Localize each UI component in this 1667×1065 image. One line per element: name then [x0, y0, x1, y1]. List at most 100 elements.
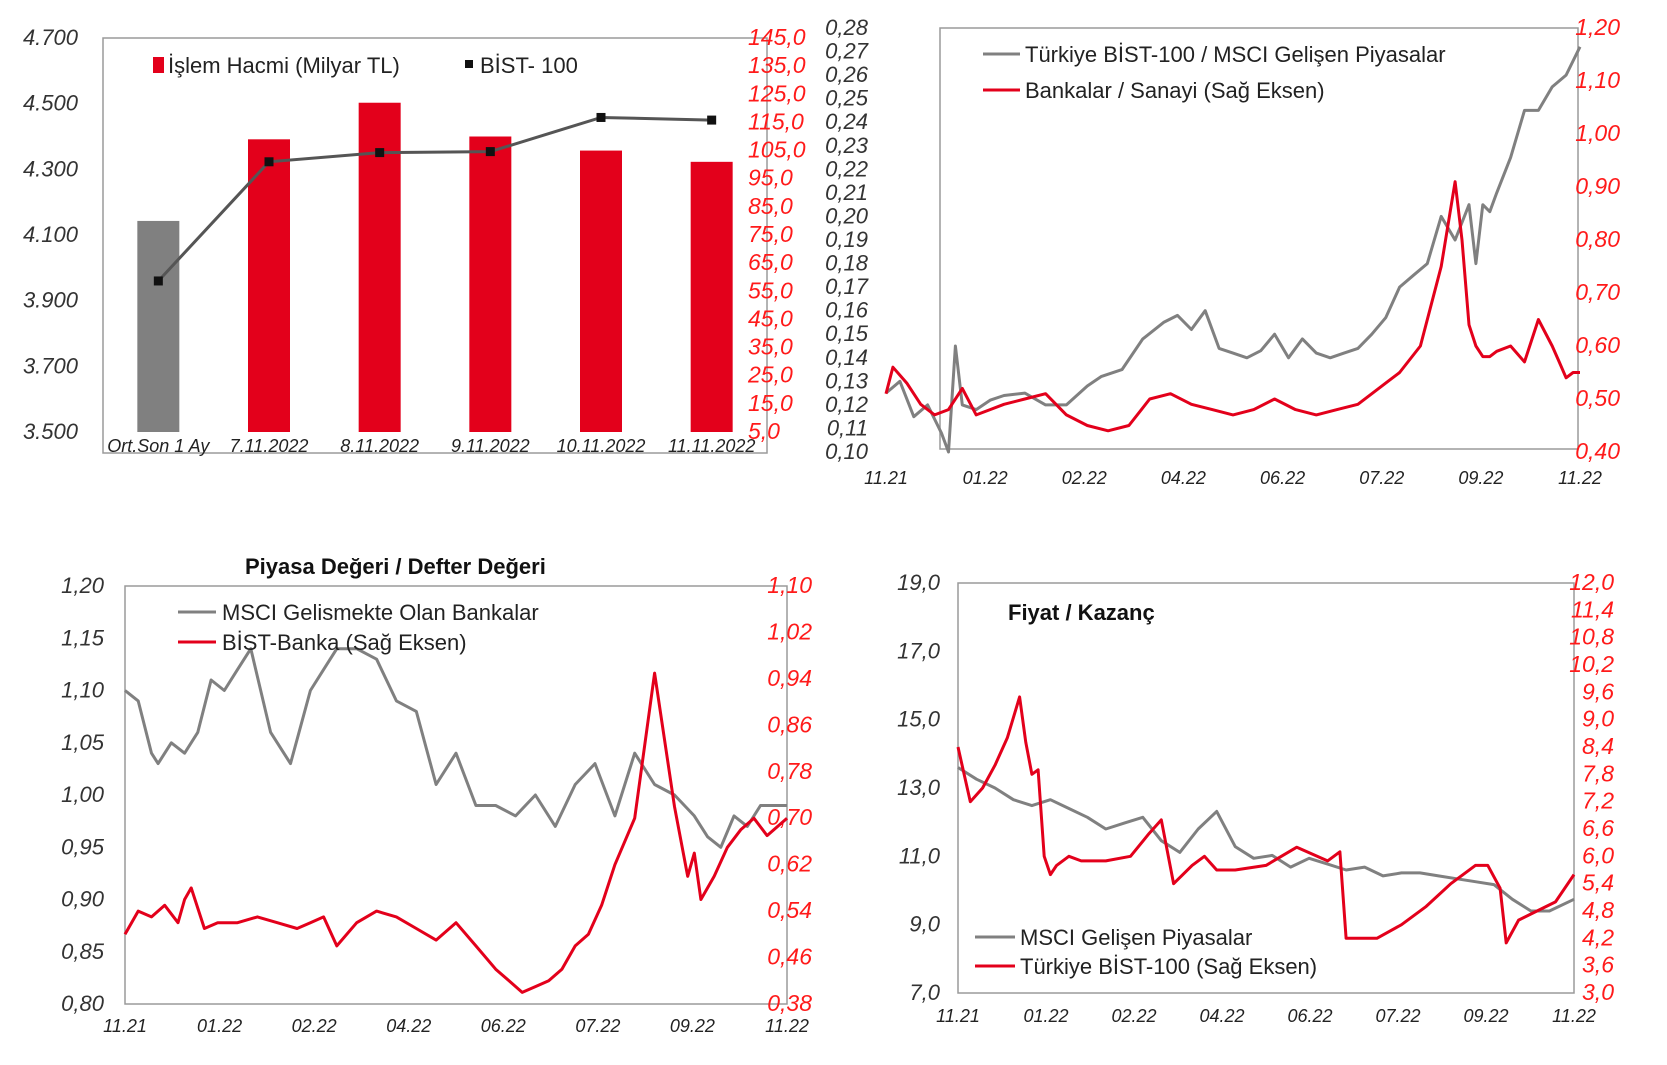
chart4-legend: MSCI Gelişen Piyasalar Türkiye BİST-100 … — [975, 925, 1317, 979]
legend-label-msci-em: MSCI Gelişen Piyasalar — [1020, 925, 1252, 950]
c2-right-tick-label: 0,50 — [1575, 385, 1620, 411]
c4-right-tick-label: 6,0 — [1582, 842, 1614, 868]
c3-x-tick-label: 07.22 — [575, 1016, 620, 1036]
x-category-label: 10.11.2022 — [557, 436, 646, 456]
x-category-label: 7.11.2022 — [230, 436, 309, 456]
c4-gray-series — [957, 766, 1575, 913]
c2-left-tick-label: 0,22 — [825, 156, 868, 181]
c4-right-tick-label: 9,0 — [1582, 706, 1614, 732]
c3-left-tick-label: 1,15 — [61, 625, 105, 650]
chart4-title: Fiyat / Kazanç — [1008, 600, 1155, 625]
c2-left-tick-label: 0,25 — [825, 86, 869, 111]
c2-left-tick-label: 0,28 — [825, 15, 869, 40]
c4-right-tick-label: 7,2 — [1582, 788, 1614, 814]
c2-left-tick-label: 0,24 — [825, 109, 868, 134]
c4-right-tick-label: 4,2 — [1582, 924, 1614, 950]
c2-right-tick-label: 0,90 — [1575, 173, 1620, 199]
chart1-right-tick-label: 45,0 — [748, 305, 793, 331]
c3-right-tick-label: 0,70 — [767, 804, 812, 830]
c2-x-tick-label: 04.22 — [1161, 468, 1206, 488]
chart1-right-tick-label: 55,0 — [748, 277, 793, 303]
legend-label-volume: İşlem Hacmi (Milyar TL) — [168, 53, 400, 78]
volume-bar — [248, 139, 290, 433]
c2-left-tick-label: 0,18 — [825, 251, 869, 276]
chart1-right-tick-label: 5,0 — [748, 418, 780, 444]
chart2-legend: Türkiye BİST-100 / MSCI Gelişen Piyasala… — [983, 42, 1446, 103]
c3-left-tick-label: 0,90 — [61, 887, 105, 912]
c3-right-tick-label: 0,46 — [767, 944, 812, 970]
c3-x-tick-label: 09.22 — [670, 1016, 715, 1036]
c2-x-tick-label: 06.22 — [1260, 468, 1305, 488]
c2-gray-series — [885, 46, 1582, 454]
pb-ratio-chart: Piyasa Değeri / Defter Değeri 0,80 0,85 0,… — [61, 554, 812, 1036]
c4-left-tick-label: 19,0 — [897, 570, 941, 595]
legend-label-bist-msci: Türkiye BİST-100 / MSCI Gelişen Piyasala… — [1025, 42, 1446, 67]
bist100-point — [264, 157, 274, 167]
chart1-left-tick-label: 3.700 — [23, 353, 79, 378]
c3-left-tick-label: 1,10 — [61, 678, 105, 703]
volume-bar — [137, 220, 180, 432]
c2-left-tick-label: 0,17 — [825, 274, 869, 299]
c4-left-tick-label: 11,0 — [899, 843, 941, 868]
chart1-frame — [102, 37, 768, 454]
c3-left-tick-label: 0,85 — [61, 939, 105, 964]
x-category-label: 11.11.2022 — [668, 436, 755, 456]
c4-right-tick-label: 9,6 — [1582, 678, 1614, 704]
chart1-right-tick-label: 105,0 — [748, 137, 806, 163]
chart1-right-tick-label: 35,0 — [748, 334, 793, 360]
chart1-left-tick-label: 4.700 — [23, 25, 79, 50]
c3-gray-series — [124, 647, 787, 849]
c4-left-tick-label: 9,0 — [909, 912, 940, 937]
chart1-right-tick-label: 15,0 — [748, 390, 793, 416]
c4-right-tick-label: 3,0 — [1582, 979, 1614, 1005]
c4-right-tick-label: 6,6 — [1582, 815, 1614, 841]
c2-left-tick-label: 0,21 — [825, 180, 868, 205]
c4-x-tick-label: 07.22 — [1375, 1006, 1420, 1026]
c3-left-tick-label: 0,95 — [61, 834, 105, 859]
c2-left-tick-label: 0,19 — [825, 227, 868, 252]
c3-right-tick-label: 0,86 — [767, 711, 812, 737]
bist100-point — [485, 147, 495, 157]
c4-x-tick-label: 01.22 — [1023, 1006, 1068, 1026]
chart4-frame — [957, 582, 1575, 994]
chart1-legend: İşlem Hacmi (Milyar TL) BİST- 100 — [153, 53, 578, 78]
x-category-label: 8.11.2022 — [340, 436, 419, 456]
x-category-label: 9.11.2022 — [451, 436, 530, 456]
c3-x-tick-label: 11.22 — [765, 1016, 809, 1036]
pe-ratio-chart: Fiyat / Kazanç 7,0 9,0 11,0 13,0 15,0 17,0 19,… — [897, 569, 1614, 1026]
chart2-frame — [939, 27, 1579, 450]
volume-bar — [580, 150, 622, 433]
c3-right-tick-label: 1,02 — [767, 618, 812, 644]
volume-bar — [358, 102, 401, 432]
c2-left-tick-label: 0,11 — [827, 415, 868, 440]
legend-label-bist100: BİST- 100 — [480, 53, 578, 78]
c2-right-tick-label: 1,10 — [1575, 67, 1620, 93]
c4-x-tick-label: 11.22 — [1552, 1006, 1596, 1026]
c4-x-tick-label: 06.22 — [1287, 1006, 1332, 1026]
c3-x-tick-label: 01.22 — [197, 1016, 242, 1036]
chart1-left-tick-label: 3.900 — [23, 288, 79, 313]
c2-x-tick-label: 09.22 — [1458, 468, 1503, 488]
c4-right-tick-label: 5,4 — [1582, 870, 1614, 896]
c4-right-tick-label: 10,8 — [1569, 624, 1614, 650]
c2-left-tick-label: 0,20 — [825, 203, 869, 228]
c2-right-tick-label: 0,60 — [1575, 332, 1620, 358]
c2-left-tick-label: 0,16 — [825, 298, 869, 323]
c3-left-tick-label: 1,20 — [61, 573, 105, 598]
chart1-left-tick-label: 4.500 — [23, 91, 79, 116]
legend-label-msci-banks: MSCI Gelismekte Olan Bankalar — [222, 600, 539, 625]
c3-left-tick-label: 1,05 — [61, 730, 105, 755]
chart1-right-tick-label: 145,0 — [748, 24, 806, 50]
c3-x-tick-label: 06.22 — [481, 1016, 526, 1036]
c2-left-tick-label: 0,23 — [825, 133, 869, 158]
c3-right-tick-label: 0,94 — [767, 665, 812, 691]
c2-right-tick-label: 0,80 — [1575, 226, 1620, 252]
c2-red-series — [884, 180, 1580, 433]
c4-x-tick-label: 11.21 — [936, 1006, 980, 1026]
chart1-left-tick-label: 4.300 — [23, 156, 79, 181]
c4-x-tick-label: 04.22 — [1199, 1006, 1244, 1026]
c4-right-tick-label: 4,8 — [1582, 897, 1614, 923]
c2-right-tick-label: 0,70 — [1575, 279, 1620, 305]
